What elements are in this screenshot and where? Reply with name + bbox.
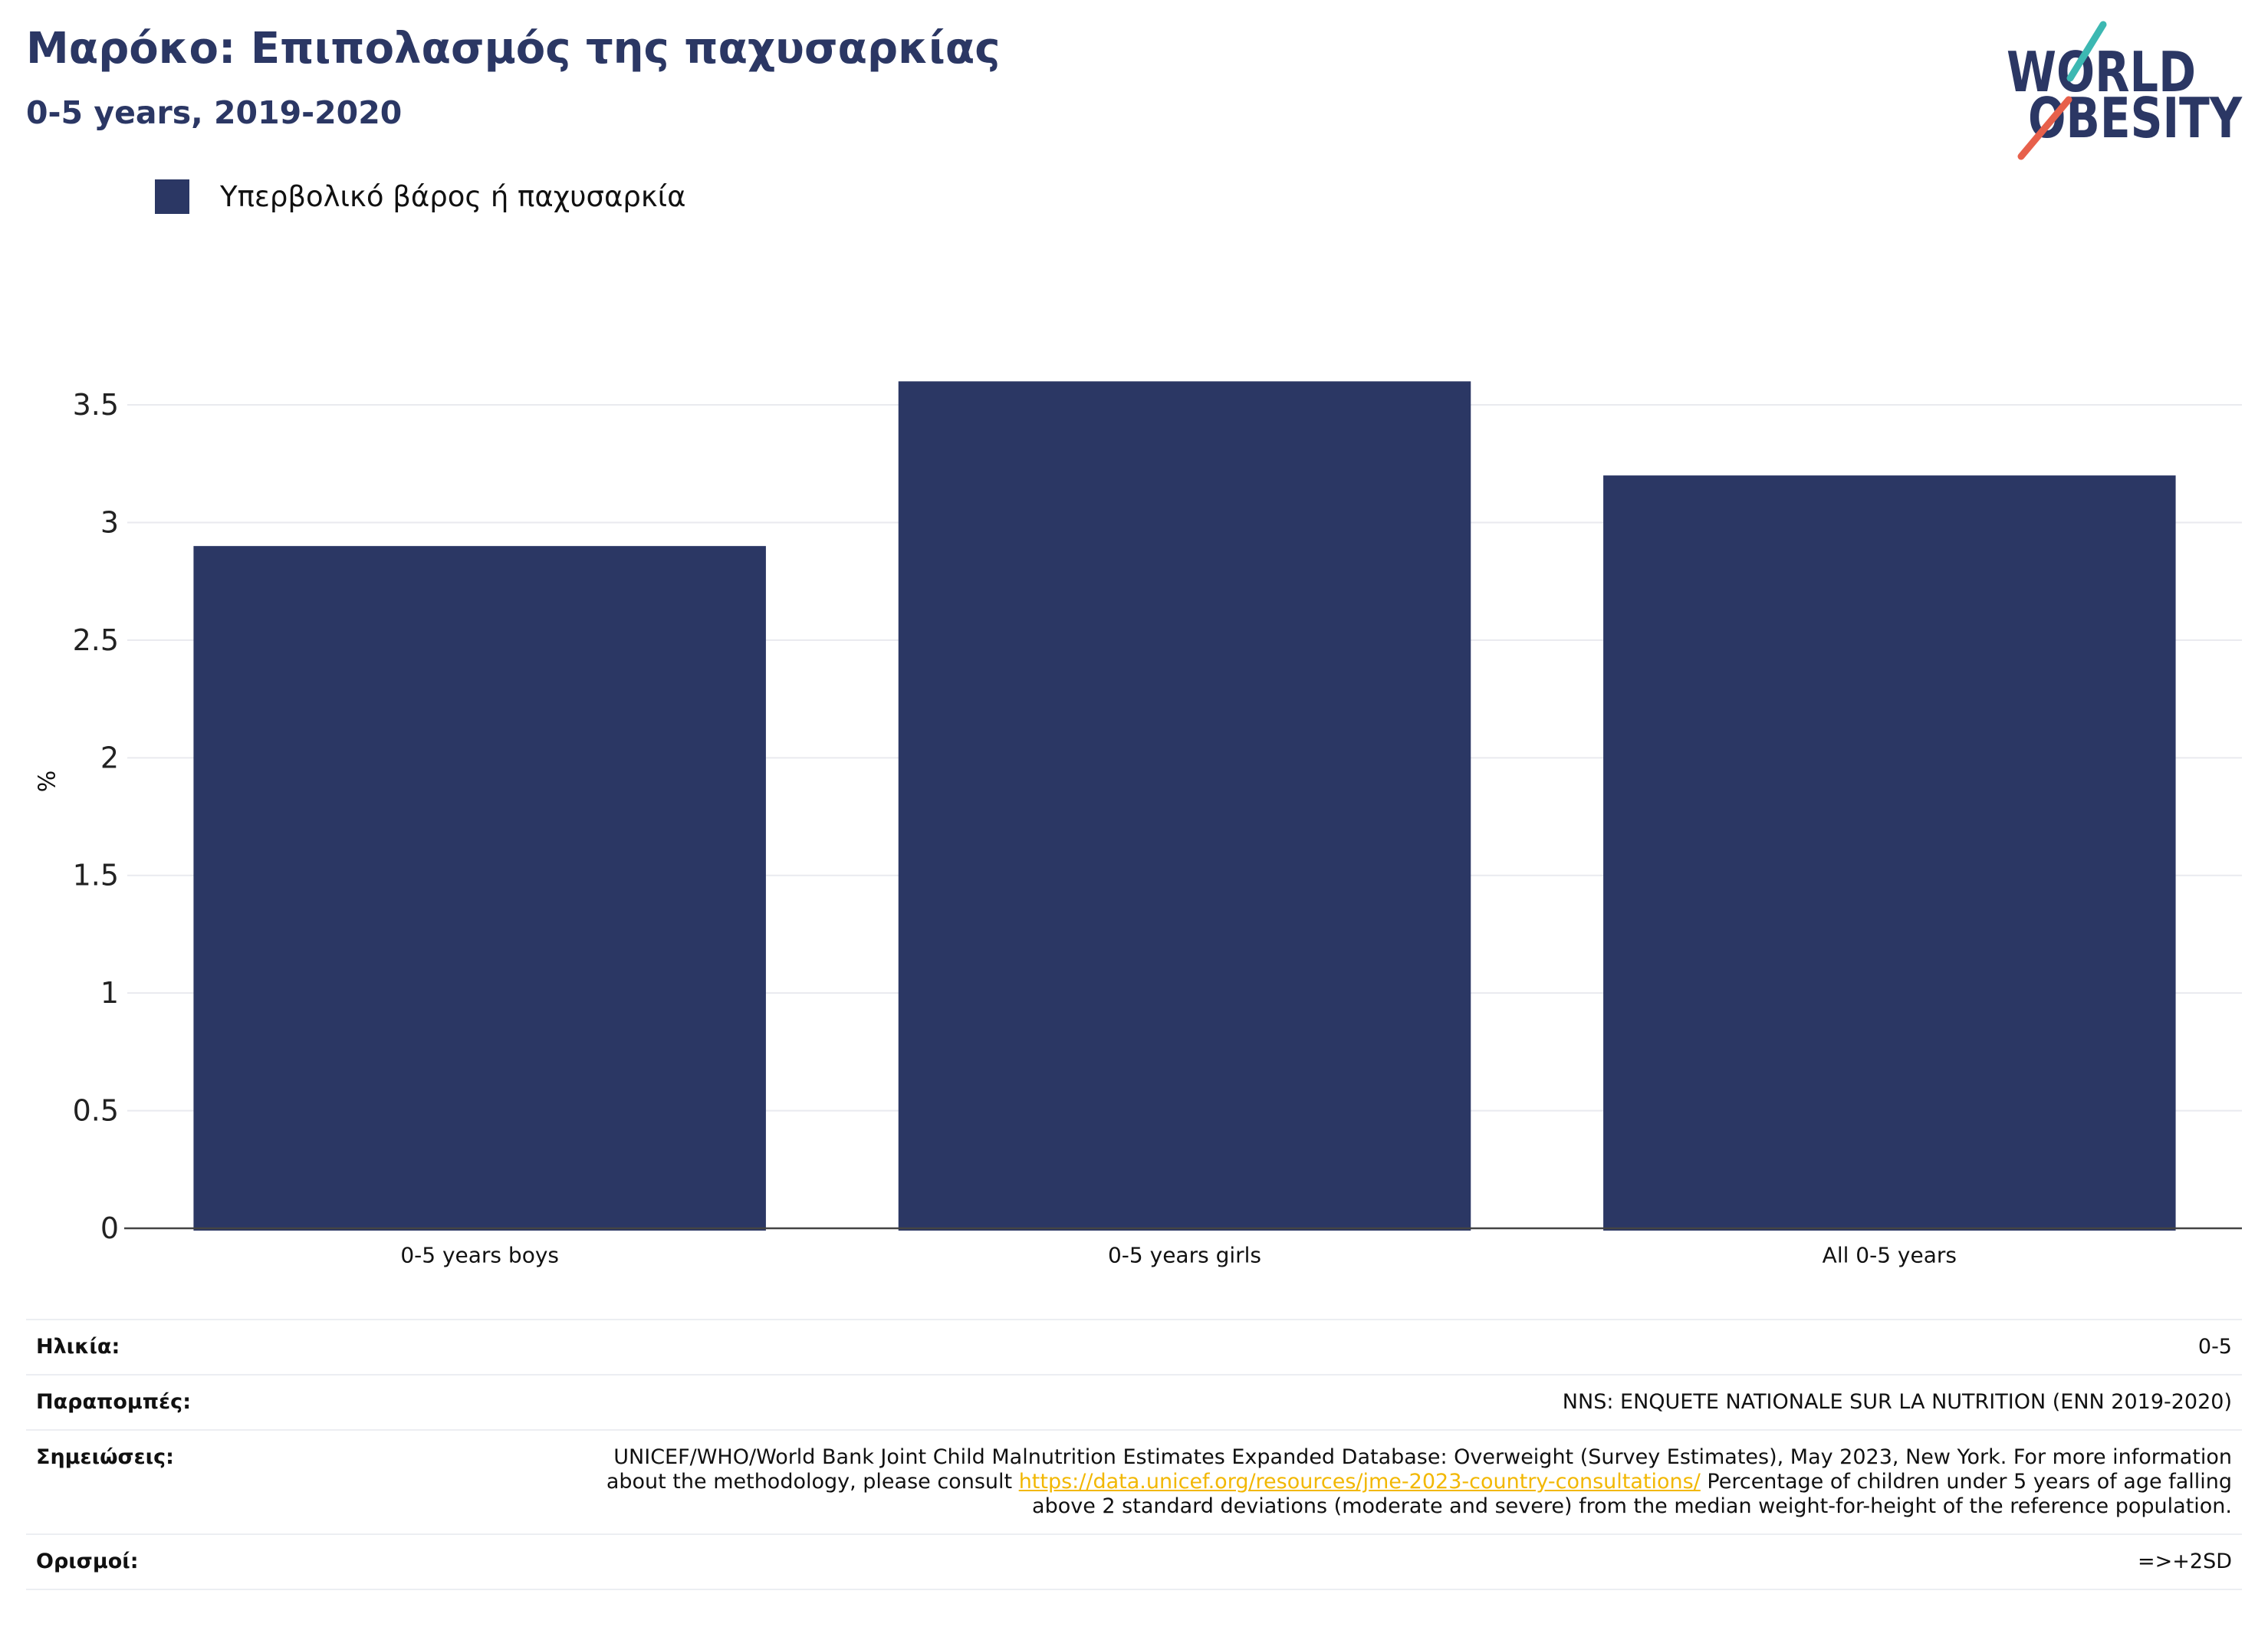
- chart-legend: Υπερβολικό βάρος ή παχυσαρκία: [155, 179, 686, 214]
- x-tick-label: All 0-5 years: [1823, 1243, 1957, 1268]
- bar-2: [898, 381, 1471, 1231]
- references-value: NNS: ENQUETE NATIONALE SUR LA NUTRITION …: [1562, 1390, 2232, 1414]
- x-tick-label: 0-5 years girls: [1108, 1243, 1261, 1268]
- y-tick-label: 3: [100, 505, 119, 539]
- definitions-label: Ορισμοί:: [36, 1550, 139, 1573]
- y-tick-label: 1: [100, 976, 119, 1010]
- chart-subtitle: 0-5 years, 2019-2020: [26, 94, 403, 131]
- notes-label: Σημειώσεις:: [36, 1445, 174, 1469]
- bar-1: [193, 546, 766, 1231]
- age-value: 0-5: [2197, 1335, 2232, 1359]
- world-obesity-logo: WORLD OBESITY: [2007, 21, 2243, 160]
- chart-title: Μαρόκο: Επιπολασμός της παχυσαρκίας: [26, 24, 1001, 74]
- y-tick-label: 2: [100, 741, 119, 774]
- info-row-definitions: Ορισμοί: =>+2SD: [26, 1533, 2242, 1590]
- logo-coral-slash: [2017, 96, 2072, 160]
- definitions-value: =>+2SD: [2138, 1550, 2232, 1573]
- y-tick-label: 3.5: [73, 388, 119, 422]
- notes-value: UNICEF/WHO/World Bank Joint Child Malnut…: [591, 1445, 2232, 1519]
- bar-chart: % 0 0.5 1 1.5 2 2.5 3 3.5 0-5 years boys 0-5 year…: [35, 381, 2242, 1268]
- bar-3: [1603, 475, 2176, 1231]
- legend-swatch: [155, 179, 189, 214]
- y-tick-label: 0.5: [73, 1094, 119, 1128]
- y-tick-label: 2.5: [73, 623, 119, 657]
- info-row-age: Ηλικία: 0-5: [26, 1319, 2242, 1374]
- info-table: Ηλικία: 0-5 Παραπομπές: NNS: ENQUETE NAT…: [26, 1319, 2242, 1590]
- logo-text-world: WORLD: [2007, 40, 2196, 104]
- notes-text-before: UNICEF/WHO/World Bank Joint Child Malnut…: [606, 1445, 2232, 1494]
- info-row-references: Παραπομπές: NNS: ENQUETE NATIONALE SUR L…: [26, 1374, 2242, 1429]
- legend-label: Υπερβολικό βάρος ή παχυσαρκία: [220, 180, 686, 213]
- y-tick-label: 1.5: [73, 859, 119, 892]
- logo-text-obesity: OBESITY: [2028, 86, 2243, 150]
- info-row-notes: Σημειώσεις: UNICEF/WHO/World Bank Joint …: [26, 1429, 2242, 1533]
- methodology-link[interactable]: https://data.unicef.org/resources/jme-20…: [1018, 1470, 1701, 1494]
- notes-text-after: Percentage of children under 5 years of …: [1032, 1470, 2232, 1518]
- age-label: Ηλικία:: [36, 1335, 120, 1359]
- y-tick-label: 0: [100, 1211, 119, 1245]
- references-label: Παραπομπές:: [36, 1390, 191, 1414]
- y-axis-label: %: [35, 771, 61, 793]
- logo-teal-slash: [2066, 21, 2107, 82]
- x-tick-label: 0-5 years boys: [400, 1243, 559, 1268]
